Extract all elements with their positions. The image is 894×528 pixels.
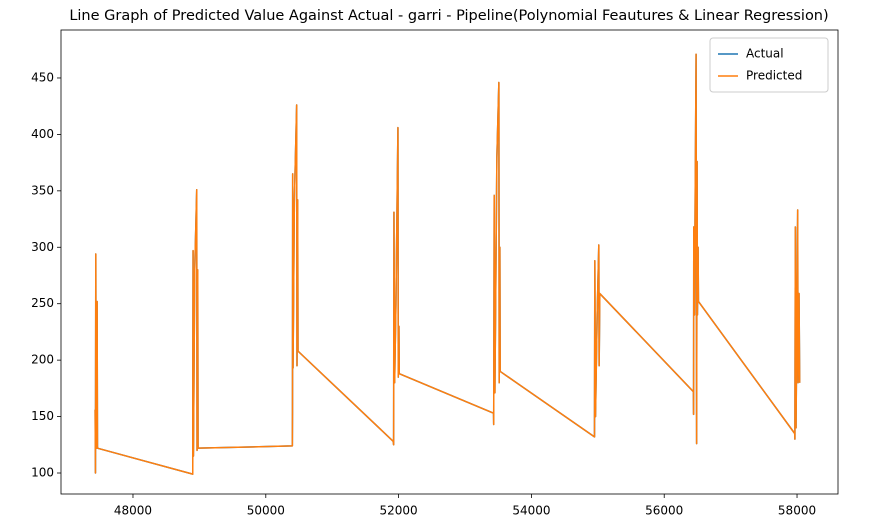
y-tick-label: 400 — [31, 127, 54, 141]
y-tick-label: 350 — [31, 183, 54, 197]
x-tick-label: 58000 — [778, 504, 816, 518]
y-tick-label: 200 — [31, 353, 54, 367]
axes-frame — [60, 29, 839, 495]
y-tick-label: 300 — [31, 240, 54, 254]
y-tick-label: 250 — [31, 296, 54, 310]
x-tick-label: 48000 — [114, 504, 152, 518]
x-tick-label: 52000 — [380, 504, 418, 518]
series-line — [94, 53, 801, 475]
y-tick-label: 150 — [31, 409, 54, 423]
legend-label: Predicted — [746, 69, 802, 83]
legend-box — [709, 37, 829, 93]
y-tick-label: 100 — [31, 466, 54, 480]
x-tick-label: 54000 — [512, 504, 550, 518]
chart-title: Line Graph of Predicted Value Against Ac… — [69, 8, 828, 24]
y-tick-label: 450 — [31, 70, 54, 84]
legend-label: Actual — [746, 47, 784, 61]
x-tick-label: 50000 — [247, 504, 285, 518]
x-tick-label: 56000 — [645, 504, 683, 518]
